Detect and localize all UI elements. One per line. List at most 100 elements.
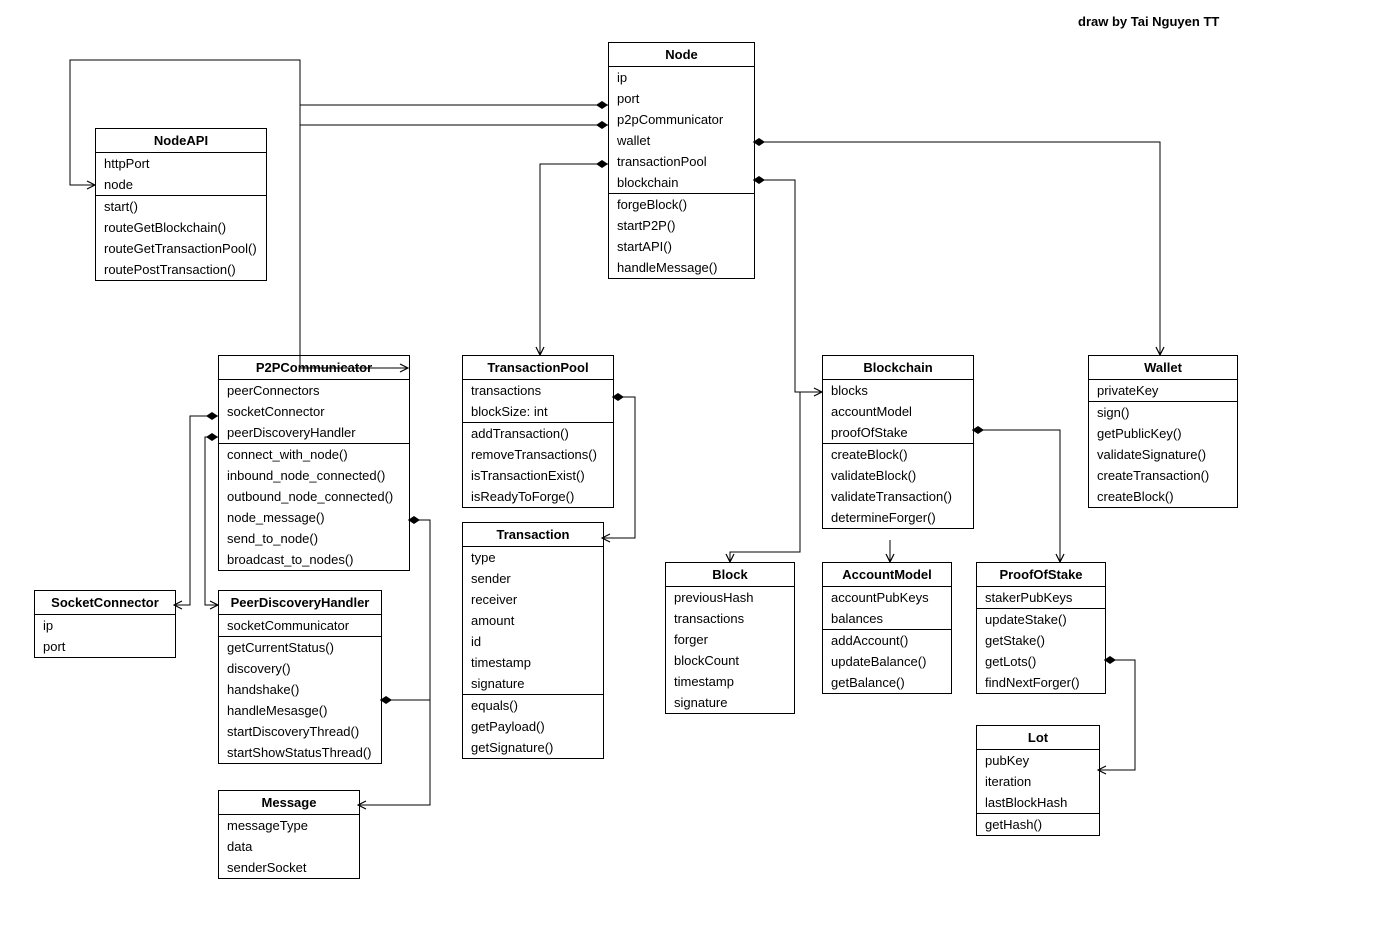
attr: privateKey bbox=[1089, 380, 1237, 401]
method: getPublicKey() bbox=[1089, 423, 1237, 444]
class-title: ProofOfStake bbox=[977, 563, 1105, 587]
attr: peerDiscoveryHandler bbox=[219, 422, 409, 443]
attr: pubKey bbox=[977, 750, 1099, 771]
method: validateBlock() bbox=[823, 465, 973, 486]
attr: data bbox=[219, 836, 359, 857]
method: send_to_node() bbox=[219, 528, 409, 549]
method: handleMesasge() bbox=[219, 700, 381, 721]
method: validateTransaction() bbox=[823, 486, 973, 507]
method: startP2P() bbox=[609, 215, 754, 236]
method: connect_with_node() bbox=[219, 444, 409, 465]
class-proofofstake: ProofOfStake stakerPubKeys updateStake()… bbox=[976, 562, 1106, 694]
method: startShowStatusThread() bbox=[219, 742, 381, 763]
method: createBlock() bbox=[823, 444, 973, 465]
attr: transactionPool bbox=[609, 151, 754, 172]
method: getSignature() bbox=[463, 737, 603, 758]
class-title: Block bbox=[666, 563, 794, 587]
method: determineForger() bbox=[823, 507, 973, 528]
class-title: Wallet bbox=[1089, 356, 1237, 380]
class-title: Transaction bbox=[463, 523, 603, 547]
class-node: Node ip port p2pCommunicator wallet tran… bbox=[608, 42, 755, 279]
method: startDiscoveryThread() bbox=[219, 721, 381, 742]
attr: blockCount bbox=[666, 650, 794, 671]
attr: httpPort bbox=[96, 153, 266, 174]
class-title: Message bbox=[219, 791, 359, 815]
attr: senderSocket bbox=[219, 857, 359, 878]
method: isTransactionExist() bbox=[463, 465, 613, 486]
attr: lastBlockHash bbox=[977, 792, 1099, 813]
class-title: Lot bbox=[977, 726, 1099, 750]
attr: blockchain bbox=[609, 172, 754, 193]
attr: blockSize: int bbox=[463, 401, 613, 422]
method: getCurrentStatus() bbox=[219, 637, 381, 658]
class-accountmodel: AccountModel accountPubKeys balances add… bbox=[822, 562, 952, 694]
attr: p2pCommunicator bbox=[609, 109, 754, 130]
method: handleMessage() bbox=[609, 257, 754, 278]
method: findNextForger() bbox=[977, 672, 1105, 693]
method: node_message() bbox=[219, 507, 409, 528]
class-title: SocketConnector bbox=[35, 591, 175, 615]
attr: peerConnectors bbox=[219, 380, 409, 401]
attr: accountPubKeys bbox=[823, 587, 951, 608]
attr: timestamp bbox=[463, 652, 603, 673]
attr: socketConnector bbox=[219, 401, 409, 422]
method: forgeBlock() bbox=[609, 194, 754, 215]
attr: timestamp bbox=[666, 671, 794, 692]
attr: transactions bbox=[666, 608, 794, 629]
attr: previousHash bbox=[666, 587, 794, 608]
class-title: PeerDiscoveryHandler bbox=[219, 591, 381, 615]
method: updateBalance() bbox=[823, 651, 951, 672]
attr: port bbox=[35, 636, 175, 657]
attr: wallet bbox=[609, 130, 754, 151]
method: routeGetTransactionPool() bbox=[96, 238, 266, 259]
attr: forger bbox=[666, 629, 794, 650]
attr: stakerPubKeys bbox=[977, 587, 1105, 608]
class-socketconnector: SocketConnector ip port bbox=[34, 590, 176, 658]
method: start() bbox=[96, 196, 266, 217]
method: getLots() bbox=[977, 651, 1105, 672]
method: addTransaction() bbox=[463, 423, 613, 444]
method: equals() bbox=[463, 695, 603, 716]
class-lot: Lot pubKey iteration lastBlockHash getHa… bbox=[976, 725, 1100, 836]
attr: blocks bbox=[823, 380, 973, 401]
class-block: Block previousHash transactions forger b… bbox=[665, 562, 795, 714]
attr: ip bbox=[35, 615, 175, 636]
class-nodeapi: NodeAPI httpPort node start() routeGetBl… bbox=[95, 128, 267, 281]
class-p2pcommunicator: P2PCommunicator peerConnectors socketCon… bbox=[218, 355, 410, 571]
method: removeTransactions() bbox=[463, 444, 613, 465]
attr: type bbox=[463, 547, 603, 568]
method: routeGetBlockchain() bbox=[96, 217, 266, 238]
class-title: NodeAPI bbox=[96, 129, 266, 153]
method: getHash() bbox=[977, 814, 1099, 835]
method: outbound_node_connected() bbox=[219, 486, 409, 507]
method: startAPI() bbox=[609, 236, 754, 257]
method: validateSignature() bbox=[1089, 444, 1237, 465]
class-transactionpool: TransactionPool transactions blockSize: … bbox=[462, 355, 614, 508]
attr: sender bbox=[463, 568, 603, 589]
method: getBalance() bbox=[823, 672, 951, 693]
method: getStake() bbox=[977, 630, 1105, 651]
class-message: Message messageType data senderSocket bbox=[218, 790, 360, 879]
class-title: P2PCommunicator bbox=[219, 356, 409, 380]
attr: balances bbox=[823, 608, 951, 629]
method: createTransaction() bbox=[1089, 465, 1237, 486]
method: createBlock() bbox=[1089, 486, 1237, 507]
method: broadcast_to_nodes() bbox=[219, 549, 409, 570]
attr: proofOfStake bbox=[823, 422, 973, 443]
credit-text: draw by Tai Nguyen TT bbox=[1078, 14, 1219, 29]
method: updateStake() bbox=[977, 609, 1105, 630]
class-title: Blockchain bbox=[823, 356, 973, 380]
attr: transactions bbox=[463, 380, 613, 401]
attr: messageType bbox=[219, 815, 359, 836]
class-title: Node bbox=[609, 43, 754, 67]
method: inbound_node_connected() bbox=[219, 465, 409, 486]
attr: receiver bbox=[463, 589, 603, 610]
class-title: AccountModel bbox=[823, 563, 951, 587]
class-wallet: Wallet privateKey sign() getPublicKey() … bbox=[1088, 355, 1238, 508]
attr: socketCommunicator bbox=[219, 615, 381, 636]
class-peerdiscoveryhandler: PeerDiscoveryHandler socketCommunicator … bbox=[218, 590, 382, 764]
method: addAccount() bbox=[823, 630, 951, 651]
attr: ip bbox=[609, 67, 754, 88]
attr: node bbox=[96, 174, 266, 195]
method: routePostTransaction() bbox=[96, 259, 266, 280]
